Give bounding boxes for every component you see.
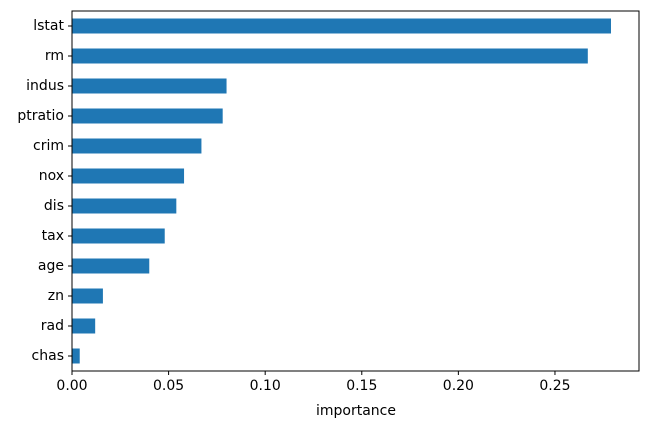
bar-age — [72, 258, 150, 274]
plot-frame — [71, 10, 640, 372]
x-tick-label: 0.00 — [56, 378, 87, 394]
bars-layer — [72, 18, 611, 364]
y-tick-label: ptratio — [17, 108, 64, 124]
x-axis-label: importance — [316, 403, 396, 419]
y-tick-label: zn — [48, 288, 64, 304]
bar-crim — [72, 138, 202, 154]
bar-nox — [72, 168, 185, 184]
x-tick-label: 0.20 — [443, 378, 474, 394]
x-tick-label: 0.05 — [153, 378, 184, 394]
y-tick-label: indus — [26, 78, 64, 94]
bar-lstat — [72, 18, 611, 34]
bar-rad — [72, 318, 96, 334]
y-tick-label: dis — [44, 198, 64, 214]
x-tick-label: 0.15 — [346, 378, 377, 394]
bar-dis — [72, 198, 177, 214]
bar-zn — [72, 288, 103, 304]
bar-chas — [72, 348, 80, 364]
y-tick-label: rm — [45, 48, 64, 64]
bar-ptratio — [72, 108, 223, 124]
y-tick-label: chas — [32, 348, 64, 364]
y-tick-label: crim — [33, 138, 64, 154]
x-tick-label: 0.25 — [539, 378, 570, 394]
bar-rm — [72, 48, 588, 64]
y-tick-label: nox — [39, 168, 64, 184]
y-tick-label: tax — [42, 228, 64, 244]
bar-tax — [72, 228, 165, 244]
axes-layer: lstat rm indus ptratio crim nox dis tax age zn rad… — [17, 10, 640, 394]
y-tick-label: lstat — [33, 18, 64, 34]
y-tick-label: age — [38, 258, 64, 274]
bar-indus — [72, 78, 227, 94]
x-tick-label: 0.10 — [250, 378, 281, 394]
y-tick-label: rad — [41, 318, 64, 334]
